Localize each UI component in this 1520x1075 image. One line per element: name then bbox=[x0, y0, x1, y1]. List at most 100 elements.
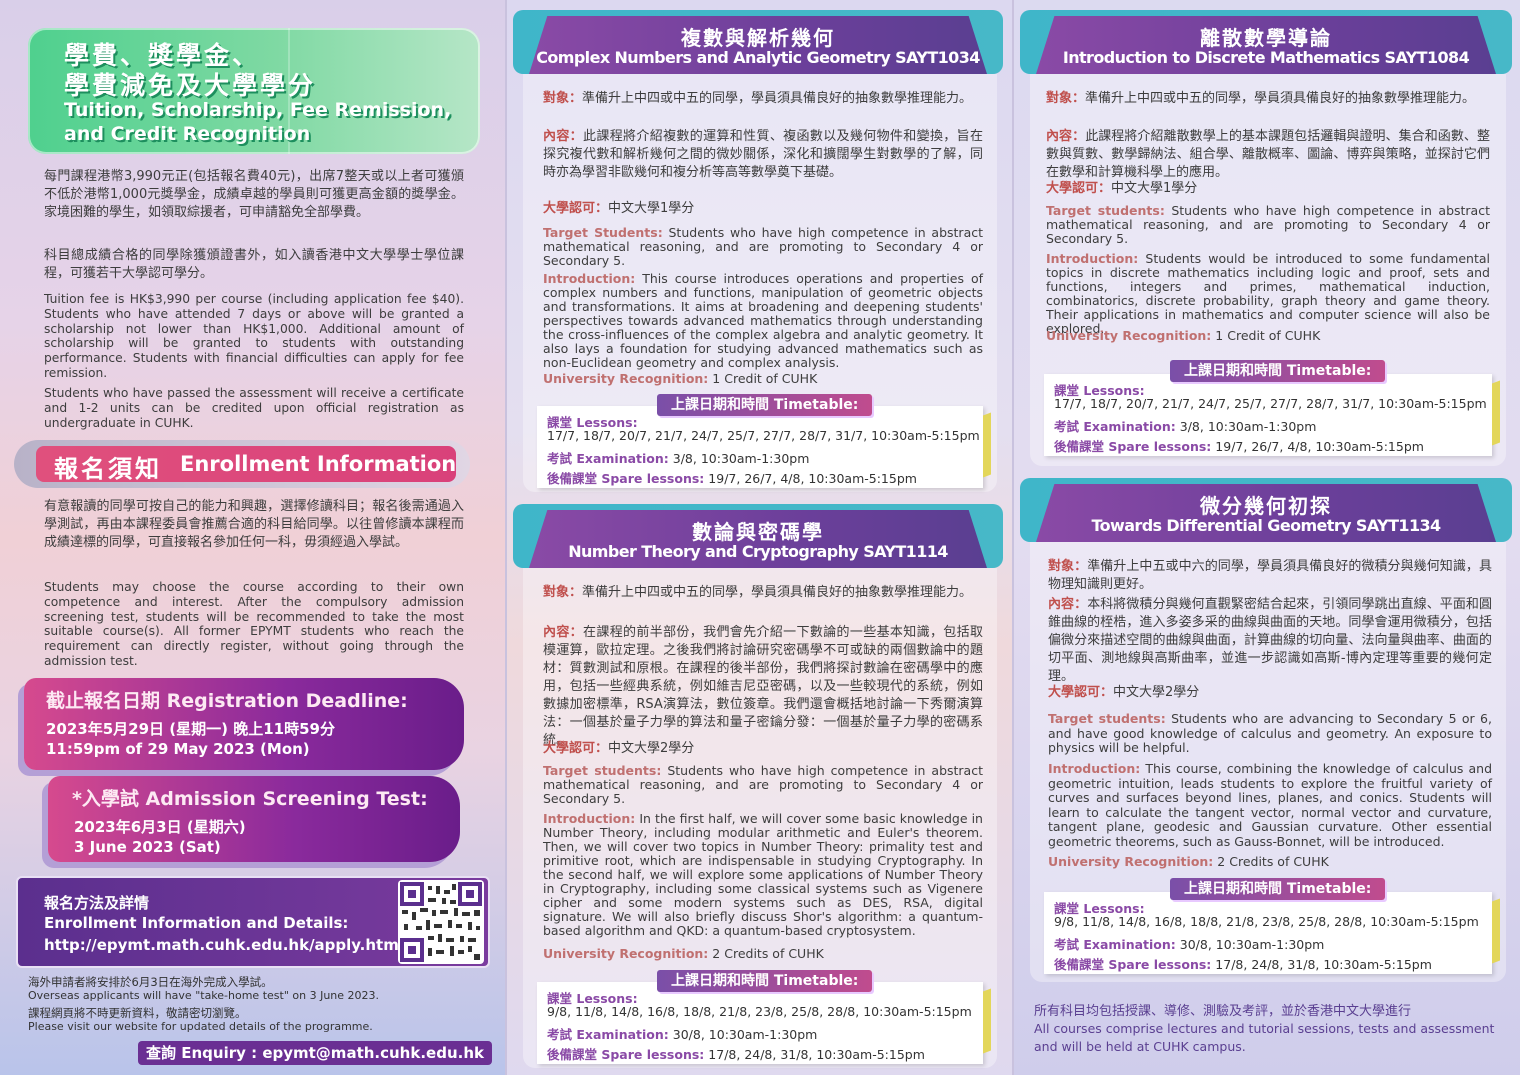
target-text-en: Students who have high competence in abs… bbox=[1046, 203, 1490, 246]
target-text-en: Students who have high competence in abs… bbox=[543, 225, 984, 268]
spare-row: 後備課堂 Spare lessons: 19/7, 26/7, 4/8, 10:… bbox=[547, 468, 917, 487]
content-label-zh: 內容： bbox=[543, 625, 584, 640]
target-text-zh: 準備升上中四或中五的同學，學員須具備良好的抽象數學推理能力。 bbox=[582, 91, 973, 106]
intro-label-en: Introduction: bbox=[543, 271, 636, 286]
content-label-zh: 內容： bbox=[1048, 597, 1088, 612]
uni-text-en: 2 Credits of CUHK bbox=[712, 946, 824, 961]
course-credit-en: University Recognition: 1 Credit of CUHK bbox=[543, 371, 983, 387]
enrollment-text-en: Students may choose the course according… bbox=[44, 580, 464, 668]
admission-test-date-zh: 2023年6月3日 (星期六) bbox=[74, 818, 246, 836]
target-label-zh: 對象： bbox=[1048, 559, 1088, 574]
lessons-dates: 9/8, 11/8, 14/8, 16/8, 18/8, 21/8, 23/8,… bbox=[1054, 914, 1479, 929]
tuition-title-en-2: and Credit Recognition bbox=[64, 123, 311, 145]
course-intro-en: Introduction: Students would be introduc… bbox=[1046, 252, 1490, 336]
course-target-zh: 對象：準備升上中四或中五的同學，學員須具備良好的抽象數學推理能力。 bbox=[543, 584, 983, 602]
spare-label: 後備課堂 Spare lessons: bbox=[547, 471, 705, 486]
course-banner-differential: 微分幾何初探 Towards Differential Geometry SAY… bbox=[1020, 478, 1512, 542]
credit-text-zh: 中文大學1學分 bbox=[1111, 181, 1198, 196]
timetable-box: 課堂 Lessons: 17/7, 18/7, 20/7, 21/7, 24/7… bbox=[537, 406, 991, 488]
credit-text-zh: 中文大學2學分 bbox=[1113, 685, 1200, 700]
target-label-zh: 對象： bbox=[543, 91, 583, 106]
exam-label: 考試 Examination: bbox=[547, 451, 669, 466]
lessons-label: 課堂 Lessons: bbox=[1054, 901, 1145, 916]
course-content-zh: 內容：本科將微積分與幾何直觀緊密結合起來，引領同學跳出直線、平面和圓錐曲線的桎梏… bbox=[1048, 596, 1492, 686]
credit-label-zh: 大學認可： bbox=[543, 741, 609, 756]
course-content-zh: 內容：此課程將介紹離散數學上的基本課題包括邏輯與證明、集合和函數、整數與質數、數… bbox=[1046, 128, 1490, 182]
content-text-zh: 此課程將介紹離散數學上的基本課題包括邏輯與證明、集合和函數、整數與質數、數學歸納… bbox=[1046, 129, 1490, 180]
spare-dates: 17/8, 24/8, 31/8, 10:30am-5:15pm bbox=[1215, 957, 1432, 972]
lessons-dates: 17/7, 18/7, 20/7, 21/7, 24/7, 25/7, 27/7… bbox=[1054, 396, 1487, 411]
course-target-en: Target students: Students who are advanc… bbox=[1048, 711, 1492, 756]
timetable-label: 上課日期和時間 Timetable: bbox=[1170, 360, 1386, 382]
course-intro-en: Introduction: This course introduces ope… bbox=[543, 272, 983, 370]
timetable-label: 上課日期和時間 Timetable: bbox=[657, 394, 873, 416]
intro-label-en: Introduction: bbox=[1046, 251, 1139, 266]
course-title-en: Introduction to Discrete Mathematics SAY… bbox=[1062, 48, 1470, 67]
enquiry-email[interactable]: 查詢 Enquiry : epymt@math.cuhk.edu.hk bbox=[138, 1041, 492, 1065]
admission-test-box: *入學試 Admission Screening Test: 2023年6月3日… bbox=[48, 776, 460, 862]
content-text-zh: 此課程將介紹複數的運算和性質、複函數以及幾何物件和變換，旨在探究複代數和解析幾何… bbox=[543, 129, 983, 180]
uni-label-en: University Recognition: bbox=[1048, 854, 1214, 869]
target-label-en: Target students: bbox=[1046, 203, 1165, 218]
spare-dates: 17/8, 24/8, 31/8, 10:30am-5:15pm bbox=[708, 1047, 925, 1062]
course-title-en: Complex Numbers and Analytic Geometry SA… bbox=[536, 48, 980, 67]
course-title-zh: 微分幾何初探 bbox=[1200, 494, 1332, 518]
intro-label-en: Introduction: bbox=[1048, 761, 1141, 776]
course-card-differential: 對象：準備升上中五或中六的同學，學員須具備良好的微積分與幾何知識，具物理知識則更… bbox=[1030, 542, 1506, 982]
spare-dates: 19/7, 26/7, 4/8, 10:30am-5:15pm bbox=[708, 471, 917, 486]
course-intro-en: Introduction: In the first half, we will… bbox=[543, 812, 983, 938]
uni-label-en: University Recognition: bbox=[543, 371, 709, 386]
footer-note-zh: 所有科目均包括授課、導修、測驗及考評，並於香港中文大學進行 bbox=[1034, 1004, 1412, 1019]
target-text-zh: 準備升上中四或中五的同學，學員須具備良好的抽象數學推理能力。 bbox=[1085, 91, 1476, 106]
spare-row: 後備課堂 Spare lessons: 17/8, 24/8, 31/8, 10… bbox=[547, 1044, 925, 1063]
course-credit-zh: 大學認可：中文大學1學分 bbox=[1046, 180, 1490, 198]
timetable-box: 課堂 Lessons: 9/8, 11/8, 14/8, 16/8, 18/8,… bbox=[1044, 892, 1500, 974]
lessons-dates: 9/8, 11/8, 14/8, 16/8, 18/8, 21/8, 23/8,… bbox=[547, 1004, 972, 1019]
target-text-en: Students who are advancing to Secondary … bbox=[1048, 711, 1492, 755]
tuition-title-box: 學費、獎學金、 學費減免及大學學分 Tuition, Scholarship, … bbox=[28, 28, 480, 154]
exam-label: 考試 Examination: bbox=[1054, 419, 1176, 434]
tuition-text-en-1: Tuition fee is HK$3,990 per course (incl… bbox=[44, 292, 464, 380]
enrollment-text-zh: 有意報讀的同學可按自己的能力和興趣，選擇修讀科目；報名後需通過入學測試，再由本課… bbox=[44, 499, 464, 550]
credit-text-zh: 中文大學2學分 bbox=[608, 741, 695, 756]
spare-row: 後備課堂 Spare lessons: 19/7, 26/7, 4/8, 10:… bbox=[1054, 436, 1424, 455]
apply-url-link[interactable]: http://epymt.math.cuhk.edu.hk/apply.html bbox=[44, 936, 404, 954]
course-credit-en: University Recognition: 2 Credits of CUH… bbox=[543, 946, 983, 962]
course-credit-zh: 大學認可：中文大學2學分 bbox=[543, 740, 983, 758]
overseas-note-en: Overseas applicants will have "take-home… bbox=[28, 989, 380, 1002]
content-label-zh: 內容： bbox=[1046, 129, 1086, 144]
lessons-label: 課堂 Lessons: bbox=[547, 991, 638, 1006]
spare-row: 後備課堂 Spare lessons: 17/8, 24/8, 31/8, 10… bbox=[1054, 954, 1432, 973]
course-title-zh: 離散數學導論 bbox=[1200, 26, 1332, 50]
credit-text-zh: 中文大學1學分 bbox=[608, 201, 695, 216]
course-target-en: Target students: Students who have high … bbox=[1046, 204, 1490, 246]
deadline-title: 截止報名日期 Registration Deadline: bbox=[46, 690, 408, 712]
content-label-zh: 內容： bbox=[543, 129, 584, 144]
course-credit-en: University Recognition: 1 Credit of CUHK bbox=[1046, 328, 1490, 344]
intro-label-en: Introduction: bbox=[543, 811, 636, 826]
enrollment-title-zh: 報名須知 bbox=[54, 455, 162, 483]
course-target-zh: 對象：準備升上中五或中六的同學，學員須具備良好的微積分與幾何知識，具物理知識則更… bbox=[1048, 558, 1492, 594]
tuition-title-zh-2: 學費減免及大學學分 bbox=[64, 71, 317, 100]
course-target-zh: 對象：準備升上中四或中五的同學，學員須具備良好的抽象數學推理能力。 bbox=[1046, 90, 1490, 108]
course-credit-en: University Recognition: 2 Credits of CUH… bbox=[1048, 854, 1492, 870]
registration-deadline-box: 截止報名日期 Registration Deadline: 2023年5月29日… bbox=[24, 678, 464, 770]
deadline-date-zh: 2023年5月29日 (星期一) 晚上11時59分 bbox=[46, 720, 335, 738]
uni-label-en: University Recognition: bbox=[1046, 328, 1212, 343]
left-column: 學費、獎學金、 學費減免及大學學分 Tuition, Scholarship, … bbox=[0, 0, 505, 1075]
enrollment-header: 報名須知 Enrollment Information bbox=[14, 440, 470, 488]
middle-column: 複數與解析幾何 Complex Numbers and Analytic Geo… bbox=[507, 0, 1012, 1075]
exam-date: 30/8, 10:30am-1:30pm bbox=[672, 1027, 818, 1042]
content-text-zh: 在課程的前半部份，我們會先介紹一下數論的一些基本知識，包括取模運算，歐拉定理。之… bbox=[543, 625, 983, 748]
qr-code-icon bbox=[398, 880, 484, 964]
lessons-dates: 17/7, 18/7, 20/7, 21/7, 24/7, 25/7, 27/7… bbox=[547, 428, 980, 443]
target-label-zh: 對象： bbox=[543, 585, 583, 600]
deadline-date-en: 11:59pm of 29 May 2023 (Mon) bbox=[46, 740, 310, 758]
timetable-label: 上課日期和時間 Timetable: bbox=[1170, 878, 1386, 900]
admission-test-title: *入學試 Admission Screening Test: bbox=[72, 788, 428, 810]
intro-text-en: This course, combining the knowledge of … bbox=[1048, 761, 1493, 849]
uni-label-en: University Recognition: bbox=[543, 946, 709, 961]
intro-text-en: This course introduces operations and pr… bbox=[543, 271, 983, 370]
apply-title-zh: 報名方法及詳情 bbox=[44, 894, 150, 912]
intro-text-en: Students would be introduced to some fun… bbox=[1046, 251, 1490, 336]
